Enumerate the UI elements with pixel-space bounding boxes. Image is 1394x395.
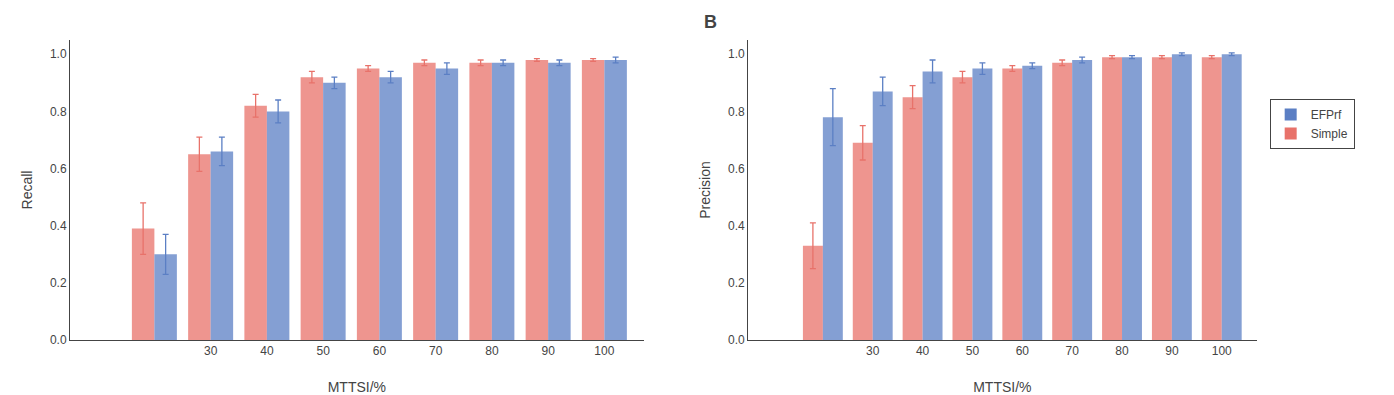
svg-text:100: 100 bbox=[594, 344, 614, 358]
svg-text:0.0: 0.0 bbox=[728, 333, 745, 347]
svg-text:0.8: 0.8 bbox=[50, 105, 67, 119]
svg-text:MTTSI/%: MTTSI/% bbox=[328, 379, 386, 395]
svg-text:MTTSI/%: MTTSI/% bbox=[973, 379, 1031, 395]
svg-text:0.4: 0.4 bbox=[728, 219, 745, 233]
svg-text:Precision: Precision bbox=[697, 161, 713, 219]
svg-text:B: B bbox=[704, 12, 717, 32]
svg-text:0.0: 0.0 bbox=[50, 333, 67, 347]
svg-text:30: 30 bbox=[866, 344, 880, 358]
svg-text:50: 50 bbox=[316, 344, 330, 358]
svg-text:30: 30 bbox=[204, 344, 218, 358]
svg-text:0.4: 0.4 bbox=[50, 219, 67, 233]
svg-text:0.6: 0.6 bbox=[50, 162, 67, 176]
svg-text:80: 80 bbox=[1115, 344, 1129, 358]
svg-text:1.0: 1.0 bbox=[50, 47, 67, 61]
svg-text:0.8: 0.8 bbox=[728, 105, 745, 119]
svg-text:1.0: 1.0 bbox=[728, 47, 745, 61]
svg-text:0.2: 0.2 bbox=[50, 276, 67, 290]
svg-text:50: 50 bbox=[966, 344, 980, 358]
svg-text:40: 40 bbox=[260, 344, 274, 358]
svg-text:0.6: 0.6 bbox=[728, 162, 745, 176]
svg-text:70: 70 bbox=[1065, 344, 1079, 358]
svg-text:EFPrf: EFPrf bbox=[1311, 108, 1342, 122]
svg-text:Simple: Simple bbox=[1311, 127, 1348, 141]
svg-text:40: 40 bbox=[916, 344, 930, 358]
svg-text:100: 100 bbox=[1212, 344, 1232, 358]
svg-text:90: 90 bbox=[1165, 344, 1179, 358]
svg-text:0.2: 0.2 bbox=[728, 276, 745, 290]
svg-text:60: 60 bbox=[373, 344, 387, 358]
svg-text:Recall: Recall bbox=[19, 171, 35, 210]
svg-text:60: 60 bbox=[1016, 344, 1030, 358]
svg-text:70: 70 bbox=[429, 344, 443, 358]
svg-text:90: 90 bbox=[541, 344, 555, 358]
svg-text:80: 80 bbox=[485, 344, 499, 358]
